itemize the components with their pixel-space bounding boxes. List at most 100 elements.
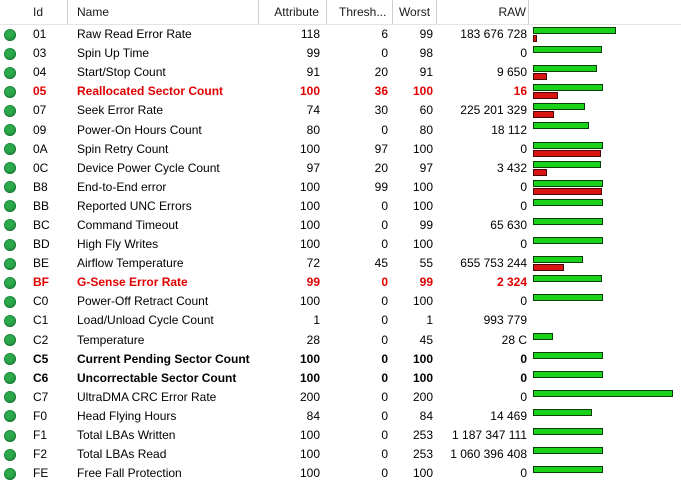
table-row[interactable]: C6 Uncorrectable Sector Count 100 0 100 0: [0, 369, 681, 388]
status-cell: [0, 238, 26, 251]
status-ok-led-icon: [4, 276, 16, 289]
header-name[interactable]: Name: [68, 0, 259, 24]
attr-id: BD: [33, 237, 50, 252]
table-row[interactable]: BB Reported UNC Errors 100 0 100 0: [0, 197, 681, 216]
attr-raw: 0: [520, 370, 527, 385]
attr-id: C0: [33, 294, 49, 309]
status-cell: [0, 410, 26, 423]
attr-value: 74: [306, 103, 320, 118]
attr-name: Reported UNC Errors: [77, 198, 192, 213]
value-bars: [529, 178, 681, 197]
attr-value: 72: [306, 256, 320, 271]
attr-value: 100: [299, 428, 320, 443]
header-raw[interactable]: RAW: [437, 0, 529, 24]
attr-threshold: 36: [374, 84, 388, 99]
attr-threshold: 0: [381, 217, 388, 232]
table-row[interactable]: BF G-Sense Error Rate 99 0 99 2 324: [0, 273, 681, 292]
attribute-value-bar: [533, 237, 603, 245]
status-ok-led-icon: [4, 66, 16, 79]
attr-id: 0C: [33, 160, 49, 175]
threshold-bar: [533, 187, 602, 195]
attr-worst: 91: [419, 65, 433, 80]
attr-raw: 993 779: [483, 313, 527, 328]
status-cell: [0, 314, 26, 327]
status-ok-led-icon: [4, 238, 16, 251]
table-row[interactable]: 04 Start/Stop Count 91 20 91 9 650: [0, 63, 681, 82]
attr-raw: 65 630: [490, 217, 527, 232]
attr-id: 04: [33, 65, 47, 80]
header-threshold[interactable]: Thresh...: [327, 0, 393, 24]
status-cell: [0, 257, 26, 270]
table-row[interactable]: 01 Raw Read Error Rate 118 6 99 183 676 728: [0, 25, 681, 44]
attr-raw: 16: [513, 84, 527, 99]
attribute-value-bar: [533, 389, 673, 397]
table-row[interactable]: BD High Fly Writes 100 0 100 0: [0, 235, 681, 254]
attr-name: Reallocated Sector Count: [77, 84, 224, 99]
table-row[interactable]: C2 Temperature 28 0 45 28 C: [0, 331, 681, 350]
table-row[interactable]: BE Airflow Temperature 72 45 55 655 753 244: [0, 254, 681, 273]
table-row[interactable]: B8 End-to-End error 100 99 100 0: [0, 178, 681, 197]
attr-name: Uncorrectable Sector Count: [77, 370, 237, 385]
attr-raw: 655 753 244: [460, 256, 527, 271]
attr-raw: 1 187 347 111: [452, 428, 527, 443]
status-cell: [0, 200, 26, 213]
table-row[interactable]: 0C Device Power Cycle Count 97 20 97 3 432: [0, 159, 681, 178]
table-row[interactable]: C7 UltraDMA CRC Error Rate 200 0 200 0: [0, 388, 681, 407]
table-row[interactable]: 0A Spin Retry Count 100 97 100 0: [0, 140, 681, 159]
header-status-column[interactable]: [0, 0, 26, 24]
value-bars: [529, 101, 681, 120]
attr-id: 0A: [33, 141, 48, 156]
attr-threshold: 6: [381, 27, 388, 42]
attr-threshold: 0: [381, 198, 388, 213]
attr-worst: 253: [412, 428, 433, 443]
attr-threshold: 0: [381, 466, 388, 481]
attr-worst: 99: [419, 217, 433, 232]
header-attribute[interactable]: Attribute: [259, 0, 327, 24]
attr-value: 1: [313, 313, 320, 328]
header-graph-column: [529, 0, 681, 24]
value-bars: [529, 311, 681, 330]
attr-name: Head Flying Hours: [77, 408, 177, 423]
table-row[interactable]: 05 Reallocated Sector Count 100 36 100 16: [0, 82, 681, 101]
attr-value: 99: [306, 275, 320, 290]
table-row[interactable]: C5 Current Pending Sector Count 100 0 100 0: [0, 350, 681, 369]
attr-value: 100: [299, 351, 320, 366]
table-row[interactable]: 03 Spin Up Time 99 0 98 0: [0, 44, 681, 63]
attribute-value-bar: [533, 141, 603, 149]
table-row[interactable]: C0 Power-Off Retract Count 100 0 100 0: [0, 292, 681, 311]
table-row[interactable]: F0 Head Flying Hours 84 0 84 14 469: [0, 407, 681, 426]
value-bars: [529, 350, 681, 369]
status-cell: [0, 143, 26, 156]
attr-worst: 100: [412, 198, 433, 213]
header-worst[interactable]: Worst: [393, 0, 437, 24]
value-bars: [529, 369, 681, 388]
attribute-value-bar: [533, 46, 602, 54]
attribute-value-bar: [533, 370, 603, 378]
attr-worst: 100: [412, 179, 433, 194]
attr-worst: 100: [412, 466, 433, 481]
attribute-value-bar: [533, 275, 602, 283]
table-row[interactable]: F2 Total LBAs Read 100 0 253 1 060 396 408: [0, 445, 681, 464]
status-ok-led-icon: [4, 314, 16, 327]
table-row[interactable]: C1 Load/Unload Cycle Count 1 0 1 993 779: [0, 311, 681, 330]
table-row[interactable]: FE Free Fall Protection 100 0 100 0: [0, 464, 681, 483]
status-cell: [0, 467, 26, 480]
status-cell: [0, 372, 26, 385]
attribute-value-bar: [533, 198, 603, 206]
header-id[interactable]: Id: [26, 0, 68, 24]
attr-raw: 18 112: [491, 122, 527, 137]
attr-id: 07: [33, 103, 47, 118]
attr-threshold: 0: [381, 294, 388, 309]
table-row[interactable]: 07 Seek Error Rate 74 30 60 225 201 329: [0, 101, 681, 120]
table-row[interactable]: F1 Total LBAs Written 100 0 253 1 187 347 111: [0, 426, 681, 445]
status-ok-led-icon: [4, 295, 16, 308]
status-cell: [0, 66, 26, 79]
value-bars: [529, 25, 681, 44]
attr-raw: 0: [520, 46, 527, 61]
attr-worst: 45: [419, 332, 433, 347]
attr-name: Total LBAs Written: [77, 428, 176, 443]
status-cell: [0, 391, 26, 404]
table-row[interactable]: 09 Power-On Hours Count 80 0 80 18 112: [0, 120, 681, 139]
attr-name: Start/Stop Count: [77, 65, 166, 80]
table-row[interactable]: BC Command Timeout 100 0 99 65 630: [0, 216, 681, 235]
